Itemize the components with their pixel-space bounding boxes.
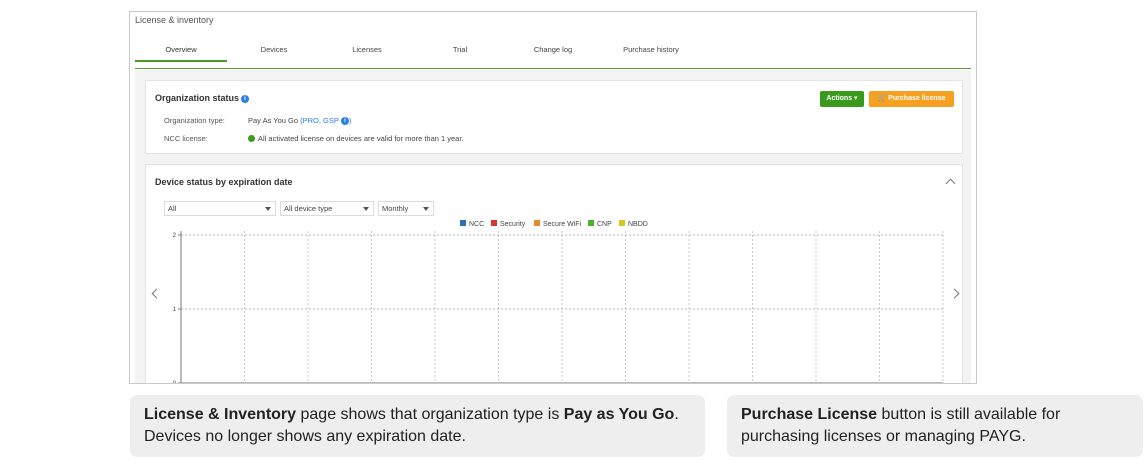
- organization-status-title: Organization status: [155, 93, 240, 103]
- chart-legend: NCC Security Secure WiFi CNP NBDD: [460, 220, 660, 230]
- tab-licenses[interactable]: Licenses: [352, 45, 382, 54]
- y-tick-label: 1: [173, 307, 177, 313]
- tab-purchase-history[interactable]: Purchase history: [623, 45, 679, 54]
- ncc-license-label: NCC license:: [164, 134, 208, 143]
- organization-type-value: Pay As You Go (PRO, GSP i): [248, 116, 352, 125]
- tab-change-log[interactable]: Change log: [533, 45, 573, 54]
- tab-bar: Overview Devices Licenses Trial Change l…: [135, 34, 971, 69]
- organization-type-label: Organization type:: [164, 116, 225, 125]
- organization-status-card: Organization status i Actions ▾ 🛒 Purchas…: [145, 80, 963, 154]
- site-filter-select[interactable]: All: [164, 201, 276, 216]
- plan-tags: (PRO, GSP i): [300, 116, 352, 125]
- overview-content: Organization status i Actions ▾ 🛒 Purchas…: [135, 70, 971, 384]
- device-status-title: Device status by expiration date: [155, 177, 293, 187]
- page-title: License & inventory: [135, 15, 214, 25]
- license-inventory-window: License & inventory Overview Devices Lic…: [129, 11, 977, 384]
- chevron-down-icon: [423, 207, 429, 211]
- period-select[interactable]: Monthly: [378, 201, 434, 216]
- plan-info-icon[interactable]: i: [340, 117, 349, 125]
- status-ok-icon: [248, 135, 255, 142]
- caret-down-icon: ▾: [854, 95, 858, 102]
- info-icon[interactable]: i: [241, 95, 250, 103]
- legend-item-ncc[interactable]: NCC: [460, 220, 484, 228]
- tab-devices[interactable]: Devices: [260, 45, 288, 54]
- collapse-chevron-icon[interactable]: [945, 178, 956, 189]
- legend-item-secure-wifi[interactable]: Secure WiFi: [534, 220, 581, 228]
- actions-button[interactable]: Actions ▾: [820, 91, 864, 107]
- caption-left: License & Inventory page shows that orga…: [130, 395, 705, 457]
- purchase-license-button[interactable]: 🛒 Purchase license: [869, 91, 954, 107]
- ncc-license-value: All activated license on devices are val…: [248, 134, 464, 143]
- y-tick-label: 0: [173, 381, 177, 384]
- legend-item-nbdd[interactable]: NBDD: [619, 220, 648, 228]
- legend-item-cnp[interactable]: CNP: [588, 220, 612, 228]
- y-tick-label: 2: [173, 233, 177, 239]
- caption-right: Purchase License button is still availab…: [727, 395, 1143, 457]
- tab-overview[interactable]: Overview: [135, 40, 227, 62]
- legend-item-security[interactable]: Security: [491, 220, 525, 228]
- chevron-down-icon: [265, 207, 271, 211]
- chart-prev-icon[interactable]: [151, 288, 162, 299]
- device-type-select[interactable]: All device type: [280, 201, 374, 216]
- tab-trial[interactable]: Trial: [452, 45, 468, 54]
- device-status-card: Device status by expiration date All All…: [145, 164, 963, 384]
- cart-icon: 🛒: [877, 95, 887, 102]
- chevron-down-icon: [363, 207, 369, 211]
